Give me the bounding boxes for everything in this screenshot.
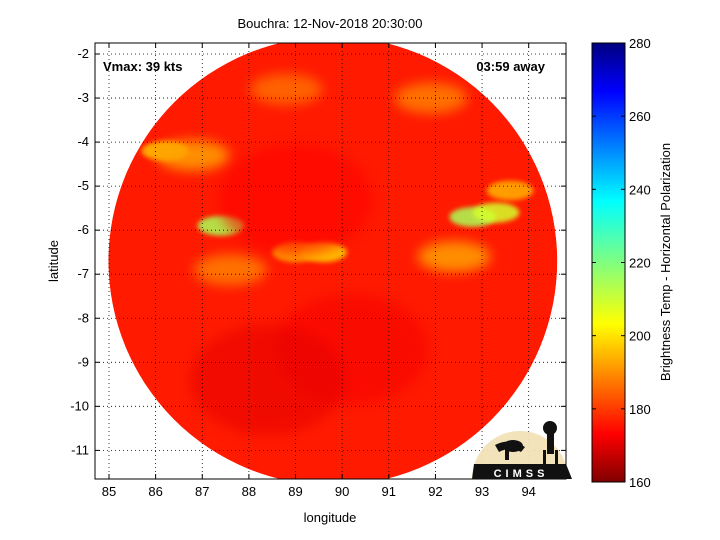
feature-11 (193, 254, 267, 286)
svg-text:CIMSS: CIMSS (494, 468, 549, 480)
x-tick-label: 90 (335, 484, 349, 499)
colorbar-tick-label: 200 (629, 329, 651, 344)
swath-layer (108, 43, 558, 479)
x-tick-label: 89 (288, 484, 302, 499)
colorbar-tick-label: 180 (629, 402, 651, 417)
grid-lines (95, 43, 566, 479)
x-tick-label: 92 (428, 484, 442, 499)
feature-9 (394, 82, 468, 114)
y-tick-label: -10 (70, 398, 89, 413)
x-tick-label: 91 (382, 484, 396, 499)
feature-10 (249, 73, 323, 105)
y-tick-label: -5 (77, 178, 89, 193)
x-tick-label: 88 (242, 484, 256, 499)
vmax-annotation: Vmax: 39 kts (103, 59, 183, 74)
x-tick-label: 94 (521, 484, 535, 499)
x-tick-label: 86 (148, 484, 162, 499)
colorbar-tick-label: 260 (629, 109, 651, 124)
y-tick-label: -11 (71, 442, 89, 457)
y-tick-label: -7 (77, 266, 89, 281)
feature-13 (190, 324, 345, 435)
cimss-logo: CIMSS (472, 421, 572, 480)
chart-title: Bouchra: 12-Nov-2018 20:30:00 (237, 16, 422, 31)
axis-ticks: 85 86 87 88 89 90 91 92 93 94 -2 -3 -4 -5 -6 -7 -8 -9 -10 -… (70, 43, 566, 499)
brightness-features (141, 73, 534, 435)
colorbar-ticks: 160 180 200 220 240 260 280 (592, 36, 651, 490)
y-tick-label: -3 (77, 90, 89, 105)
colorbar-tick-label: 240 (629, 182, 651, 197)
y-tick-label: -4 (77, 134, 89, 149)
axes-box (94, 42, 567, 480)
feature-1 (472, 202, 520, 223)
colorbar (591, 42, 626, 483)
colorbar-tick-label: 160 (629, 475, 651, 490)
feature-7 (417, 241, 491, 272)
y-tick-label: -2 (77, 46, 89, 61)
colorbar-tick-label: 220 (629, 256, 651, 271)
colorbar-label: Brightness Temp - Horizontal Polarizatio… (658, 143, 673, 381)
y-tick-label: -6 (77, 222, 89, 237)
y-tick-label: -9 (77, 354, 89, 369)
x-tick-label: 93 (475, 484, 489, 499)
y-tick-label: -8 (77, 310, 89, 325)
feature-8 (486, 180, 534, 201)
colorbar-tick-label: 280 (629, 36, 651, 51)
x-tick-label: 87 (195, 484, 209, 499)
x-tick-label: 85 (102, 484, 116, 499)
time-away-annotation: 03:59 away (476, 59, 545, 74)
x-axis-label: longitude (304, 510, 357, 525)
y-axis-label: latitude (46, 240, 61, 282)
feature-6 (156, 139, 230, 171)
